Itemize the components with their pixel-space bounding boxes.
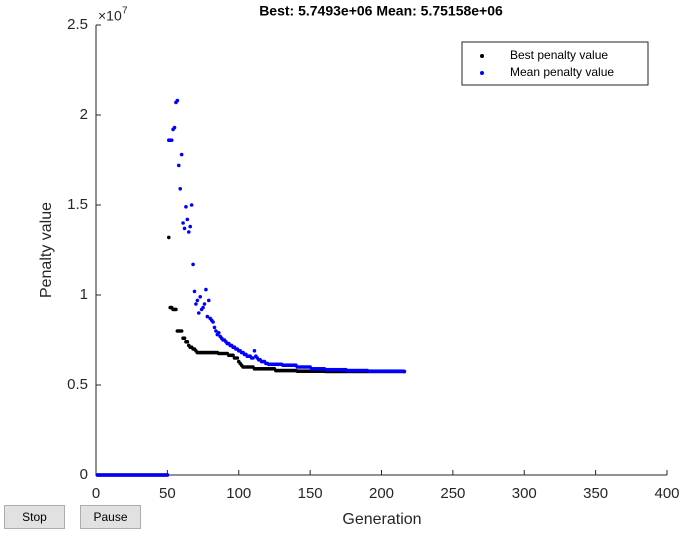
data-point bbox=[179, 329, 184, 333]
data-point bbox=[178, 187, 183, 191]
data-point bbox=[252, 349, 257, 353]
data-point bbox=[214, 329, 218, 333]
data-point bbox=[174, 307, 178, 312]
data-point bbox=[172, 125, 177, 130]
data-point bbox=[185, 217, 190, 222]
data-point bbox=[182, 226, 187, 231]
data-point bbox=[167, 235, 171, 240]
x-axis-label: Generation bbox=[342, 511, 421, 528]
data-point bbox=[195, 298, 200, 303]
stop-button[interactable]: Stop bbox=[4, 505, 65, 529]
data-point bbox=[198, 295, 203, 299]
data-point bbox=[188, 224, 193, 229]
data-point bbox=[206, 298, 211, 303]
data-point bbox=[182, 336, 187, 341]
data-point bbox=[169, 138, 174, 142]
y-tick-label: 2 bbox=[80, 106, 88, 123]
data-point bbox=[192, 289, 197, 294]
data-point bbox=[235, 356, 240, 360]
x-tick-label: 100 bbox=[226, 485, 251, 502]
data-point bbox=[212, 325, 217, 330]
data-point bbox=[179, 152, 184, 157]
legend-box bbox=[461, 41, 649, 86]
y-axis-label: Penalty value bbox=[38, 202, 55, 298]
x-tick-label: 200 bbox=[369, 485, 394, 502]
data-point bbox=[202, 302, 207, 306]
y-multiplier-exponent: 7 bbox=[122, 6, 128, 17]
data-point bbox=[402, 369, 407, 374]
x-tick-label: 0 bbox=[92, 485, 100, 502]
x-tick-label: 350 bbox=[583, 485, 608, 502]
legend-marker bbox=[480, 71, 484, 75]
data-point bbox=[194, 302, 198, 306]
y-tick-label: 2.5 bbox=[67, 16, 88, 33]
data-point bbox=[205, 314, 210, 319]
data-point bbox=[251, 356, 255, 360]
data-point bbox=[165, 473, 170, 477]
data-point bbox=[204, 287, 208, 292]
legend-label: Mean penalty value bbox=[510, 65, 614, 79]
legend-label: Best penalty value bbox=[510, 48, 608, 62]
data-point bbox=[185, 340, 190, 344]
data-point bbox=[184, 205, 188, 209]
chart-title: Best: 5.7493e+06 Mean: 5.75158e+06 bbox=[259, 3, 503, 19]
data-point bbox=[181, 221, 185, 225]
x-tick-label: 150 bbox=[298, 485, 323, 502]
data-point bbox=[211, 320, 215, 324]
data-point bbox=[191, 262, 195, 267]
y-multiplier-base: ×10 bbox=[98, 8, 122, 24]
data-point bbox=[176, 163, 181, 168]
data-point bbox=[231, 353, 235, 358]
data-point bbox=[175, 98, 180, 103]
y-tick-label: 0.5 bbox=[67, 376, 88, 393]
x-tick-label: 250 bbox=[440, 485, 465, 502]
legend-marker bbox=[480, 54, 484, 58]
y-tick-label: 0 bbox=[80, 466, 88, 483]
data-point bbox=[216, 331, 221, 335]
data-point bbox=[189, 203, 194, 207]
data-point bbox=[196, 311, 201, 315]
y-tick-label: 1 bbox=[80, 286, 88, 303]
data-point bbox=[186, 230, 191, 234]
data-point bbox=[201, 305, 205, 310]
x-tick-label: 50 bbox=[159, 485, 176, 502]
x-tick-label: 300 bbox=[512, 485, 537, 502]
y-tick-label: 1.5 bbox=[67, 196, 88, 213]
x-tick-label: 400 bbox=[654, 485, 679, 502]
pause-button[interactable]: Pause bbox=[80, 505, 141, 529]
